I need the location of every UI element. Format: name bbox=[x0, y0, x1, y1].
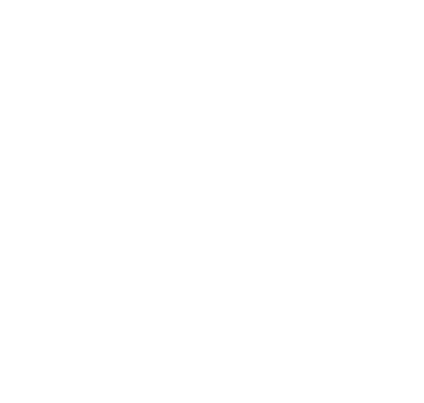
Text: +: + bbox=[177, 141, 188, 154]
Text: BJT Circuit Analysis: BJT Circuit Analysis bbox=[61, 12, 363, 40]
Text: $V_{CE}$: $V_{CE}$ bbox=[237, 198, 259, 213]
Text: $I_E$: $I_E$ bbox=[226, 303, 240, 322]
Text: $R_B$: $R_B$ bbox=[133, 154, 153, 172]
Text: +: + bbox=[194, 141, 205, 154]
Text: +: + bbox=[30, 259, 42, 273]
Text: +: + bbox=[177, 221, 188, 234]
Text: $I_B$: $I_B$ bbox=[112, 188, 125, 207]
Circle shape bbox=[202, 347, 209, 354]
Text: −: − bbox=[196, 248, 209, 264]
Text: −: − bbox=[366, 243, 380, 261]
Text: +: + bbox=[197, 175, 208, 188]
Text: $V_{BB}$: $V_{BB}$ bbox=[6, 266, 30, 282]
Text: −: − bbox=[196, 230, 209, 245]
Text: +: + bbox=[367, 207, 379, 220]
Text: $I_C$: $I_C$ bbox=[226, 91, 240, 110]
Text: $V_{CC}$: $V_{CC}$ bbox=[384, 220, 409, 236]
Text: $V_{BE}$: $V_{BE}$ bbox=[152, 236, 174, 251]
Text: www.TheEngineeringKnowledge.com: www.TheEngineeringKnowledge.com bbox=[103, 380, 321, 393]
Text: $V_{CB}$: $V_{CB}$ bbox=[144, 139, 166, 155]
Text: −: − bbox=[176, 156, 189, 171]
Text: $R_C$: $R_C$ bbox=[164, 100, 184, 118]
Text: −: − bbox=[29, 289, 43, 307]
